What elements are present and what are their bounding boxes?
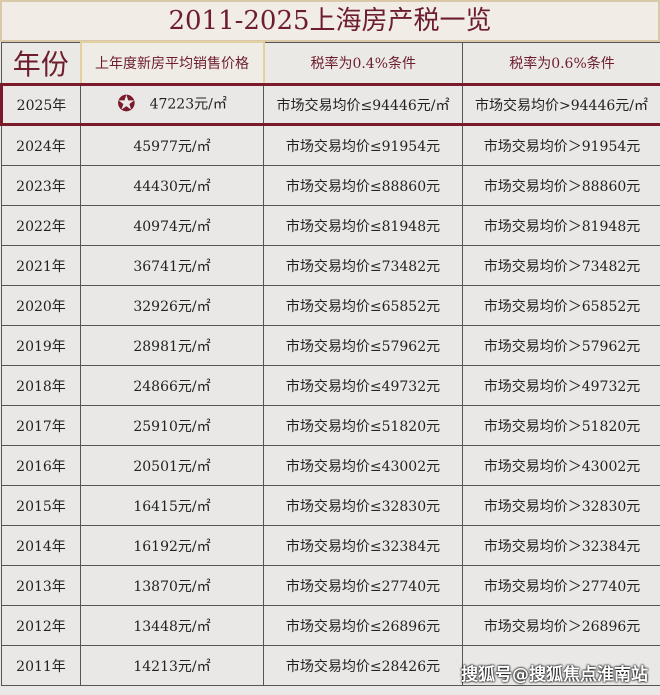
rate-04-cell: 市场交易均价≤91954元 [263, 124, 463, 166]
year-cell: 2019年 [1, 325, 81, 366]
table-row: 2017年 25910元/㎡ 市场交易均价≤51820元 市场交易均价＞51820元 [1, 405, 660, 446]
rate-04-cell: 市场交易均价≤94446元/㎡ [263, 83, 463, 126]
star-icon: ✪ [117, 92, 136, 117]
table-title: 2011-2025上海房产税一览 [0, 0, 660, 42]
avg-price-cell: 25910元/㎡ [80, 405, 264, 446]
year-cell: 2020年 [1, 285, 81, 326]
year-cell: 2017年 [1, 405, 81, 446]
header-rate-04: 税率为0.4%条件 [263, 41, 463, 85]
year-cell: 2025年 [0, 83, 81, 126]
table-row: 2021年 36741元/㎡ 市场交易均价≤73482元 市场交易均价＞73482元 [1, 245, 660, 286]
header-row: 年份 上年度新房平均销售价格 税率为0.4%条件 税率为0.6%条件 [1, 41, 660, 86]
table-row: 2022年 40974元/㎡ 市场交易均价≤81948元 市场交易均价＞81948元 [1, 205, 660, 246]
rate-06-cell: 市场交易均价＞32384元 [462, 525, 660, 566]
avg-price-cell: 24866元/㎡ [80, 365, 264, 406]
rate-06-cell: 市场交易均价＞65852元 [462, 285, 660, 326]
avg-price-value: 47223元/㎡ [149, 96, 227, 113]
avg-price-cell: 14213元/㎡ [80, 645, 264, 686]
table-row: 2023年 44430元/㎡ 市场交易均价≤88860元 市场交易均价＞88860元 [1, 165, 660, 206]
header-rate-06: 税率为0.6%条件 [462, 41, 660, 85]
table-row: 2014年 16192元/㎡ 市场交易均价≤32384元 市场交易均价＞32384元 [1, 525, 660, 566]
rate-04-cell: 市场交易均价≤27740元 [263, 565, 463, 606]
table-row: 2016年 20501元/㎡ 市场交易均价≤43002元 市场交易均价＞43002元 [1, 445, 660, 486]
rate-06-cell: 市场交易均价>94446元/㎡ [462, 83, 660, 126]
year-cell: 2021年 [1, 245, 81, 286]
year-cell: 2022年 [1, 205, 81, 246]
avg-price-cell: ✪ 47223元/㎡ [80, 83, 264, 126]
year-cell: 2013年 [1, 565, 81, 606]
avg-price-cell: 36741元/㎡ [80, 245, 264, 286]
year-cell: 2018年 [1, 365, 81, 406]
rate-06-cell: 市场交易均价＞88860元 [462, 165, 660, 206]
rate-04-cell: 市场交易均价≤49732元 [263, 365, 463, 406]
rate-06-cell [462, 645, 660, 686]
avg-price-cell: 28981元/㎡ [80, 325, 264, 366]
avg-price-cell: 13870元/㎡ [80, 565, 264, 606]
rate-04-cell: 市场交易均价≤73482元 [263, 245, 463, 286]
avg-price-cell: 20501元/㎡ [80, 445, 264, 486]
rate-04-cell: 市场交易均价≤57962元 [263, 325, 463, 366]
year-cell: 2015年 [1, 485, 81, 526]
avg-price-cell: 16415元/㎡ [80, 485, 264, 526]
highlight-row: 2025年 ✪ 47223元/㎡ 市场交易均价≤94446元/㎡ 市场交易均价>9… [0, 83, 660, 126]
avg-price-cell: 32926元/㎡ [80, 285, 264, 326]
table-row: 2015年 16415元/㎡ 市场交易均价≤32830元 市场交易均价＞32830元 [1, 485, 660, 526]
rate-04-cell: 市场交易均价≤43002元 [263, 445, 463, 486]
table-row: 2012年 13448元/㎡ 市场交易均价≤26896元 市场交易均价＞26896元 [1, 605, 660, 646]
watermark: 搜狐号@搜狐焦点淮南站 [461, 665, 648, 685]
header-avg-price: 上年度新房平均销售价格 [79, 41, 265, 86]
year-cell: 2016年 [1, 445, 81, 486]
rate-06-cell: 市场交易均价＞81948元 [462, 205, 660, 246]
table-row: 2011年 14213元/㎡ 市场交易均价≤28426元 [1, 645, 660, 686]
header-year: 年份 [1, 41, 81, 85]
rate-06-cell: 市场交易均价＞43002元 [462, 445, 660, 486]
rate-04-cell: 市场交易均价≤32830元 [263, 485, 463, 526]
rate-06-cell: 市场交易均价＞91954元 [462, 124, 660, 166]
rate-04-cell: 市场交易均价≤26896元 [263, 605, 463, 646]
rate-06-cell: 市场交易均价＞26896元 [462, 605, 660, 646]
rate-06-cell: 市场交易均价＞49732元 [462, 365, 660, 406]
rate-06-cell: 市场交易均价＞27740元 [462, 565, 660, 606]
avg-price-cell: 16192元/㎡ [80, 525, 264, 566]
table-row: 2018年 24866元/㎡ 市场交易均价≤49732元 市场交易均价＞49732元 [1, 365, 660, 406]
table-row: 2024年 45977元/㎡ 市场交易均价≤91954元 市场交易均价＞91954元 [1, 124, 660, 166]
property-tax-table: 年份 上年度新房平均销售价格 税率为0.4%条件 税率为0.6%条件 2025年… [0, 41, 660, 686]
avg-price-cell: 45977元/㎡ [80, 124, 264, 166]
rate-04-cell: 市场交易均价≤51820元 [263, 405, 463, 446]
year-cell: 2014年 [1, 525, 81, 566]
rate-04-cell: 市场交易均价≤81948元 [263, 205, 463, 246]
year-cell: 2023年 [1, 165, 81, 206]
rate-04-cell: 市场交易均价≤28426元 [263, 645, 463, 686]
rate-06-cell: 市场交易均价＞51820元 [462, 405, 660, 446]
table-row: 2019年 28981元/㎡ 市场交易均价≤57962元 市场交易均价＞57962元 [1, 325, 660, 366]
table-row: 2013年 13870元/㎡ 市场交易均价≤27740元 市场交易均价＞27740元 [1, 565, 660, 606]
year-cell: 2012年 [1, 605, 81, 646]
year-cell: 2024年 [1, 124, 81, 166]
rate-06-cell: 市场交易均价＞73482元 [462, 245, 660, 286]
avg-price-cell: 40974元/㎡ [80, 205, 264, 246]
table-row: 2020年 32926元/㎡ 市场交易均价≤65852元 市场交易均价＞65852元 [1, 285, 660, 326]
year-cell: 2011年 [1, 645, 81, 686]
avg-price-cell: 44430元/㎡ [80, 165, 264, 206]
rate-04-cell: 市场交易均价≤32384元 [263, 525, 463, 566]
rate-06-cell: 市场交易均价＞32830元 [462, 485, 660, 526]
rate-04-cell: 市场交易均价≤65852元 [263, 285, 463, 326]
avg-price-cell: 13448元/㎡ [80, 605, 264, 646]
rate-06-cell: 市场交易均价＞57962元 [462, 325, 660, 366]
rate-04-cell: 市场交易均价≤88860元 [263, 165, 463, 206]
